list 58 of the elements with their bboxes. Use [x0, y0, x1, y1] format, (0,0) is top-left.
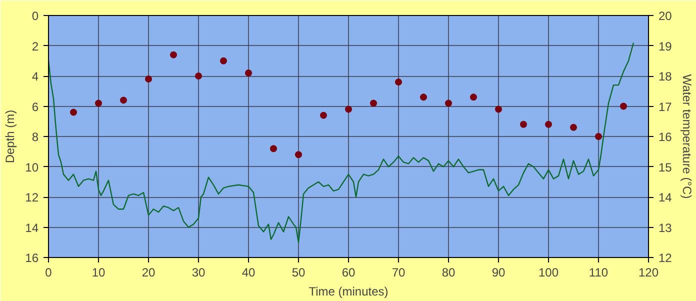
point	[470, 94, 477, 101]
point	[520, 120, 527, 128]
point	[220, 57, 227, 64]
y-tick-label: 6	[32, 100, 39, 114]
x-tick-label: 50	[292, 266, 306, 280]
x-tick-label: 10	[92, 266, 106, 280]
y2-tick-label: 17	[658, 100, 672, 114]
x-tick-label: 20	[142, 266, 156, 280]
point	[320, 112, 327, 119]
y-tick-label: 0	[32, 9, 39, 23]
point	[595, 133, 602, 140]
x-tick-label: 110	[588, 266, 608, 280]
x-tick-label: 80	[442, 266, 456, 280]
point	[495, 106, 502, 113]
y2-tick-label: 18	[658, 70, 672, 84]
point	[570, 124, 577, 131]
y2-tick-label: 15	[658, 160, 672, 174]
point	[245, 69, 252, 76]
y2-tick-label: 19	[658, 39, 672, 54]
y2-tick-label: 16	[658, 130, 672, 144]
y2-tick-label: 14	[658, 190, 672, 204]
point	[145, 76, 152, 83]
x-tick-label: 60	[342, 266, 356, 280]
line-series	[48, 42, 634, 243]
y2-tick-label: 13	[658, 220, 672, 235]
point	[270, 145, 277, 152]
x-tick-label: 40	[242, 266, 256, 280]
y-tick-label: 12	[25, 190, 39, 204]
y2-tick-label: 20	[658, 9, 672, 23]
point	[345, 106, 352, 113]
y-tick-label: 8	[32, 130, 39, 144]
y2-axis-title: Water temperature (°C)	[680, 74, 694, 199]
y-tick-label: 4	[32, 70, 39, 84]
x-tick-label: 90	[492, 266, 506, 280]
point	[545, 120, 552, 128]
y-tick-label: 2	[32, 39, 39, 54]
point	[195, 72, 202, 80]
y-tick-label: 14	[25, 220, 39, 235]
point	[70, 108, 77, 116]
point	[445, 100, 452, 107]
x-tick-label: 30	[192, 266, 206, 280]
point	[395, 78, 402, 86]
y-axis-title: Depth (m)	[3, 110, 18, 164]
x-tick-label: 70	[392, 266, 406, 280]
point	[295, 151, 302, 158]
y-tick-label: 10	[25, 160, 39, 174]
point	[620, 102, 627, 110]
x-tick-label: 120	[638, 266, 659, 280]
x-tick-label: 100	[538, 266, 559, 280]
y-tick-label: 16	[25, 251, 39, 265]
y2-tick-label: 12	[658, 251, 672, 265]
point	[420, 94, 427, 101]
x-axis-title: Time (minutes)	[308, 284, 388, 298]
point	[95, 100, 102, 107]
point	[120, 96, 127, 104]
point	[370, 100, 377, 107]
x-tick-label: 0	[45, 266, 52, 280]
point	[170, 51, 177, 58]
